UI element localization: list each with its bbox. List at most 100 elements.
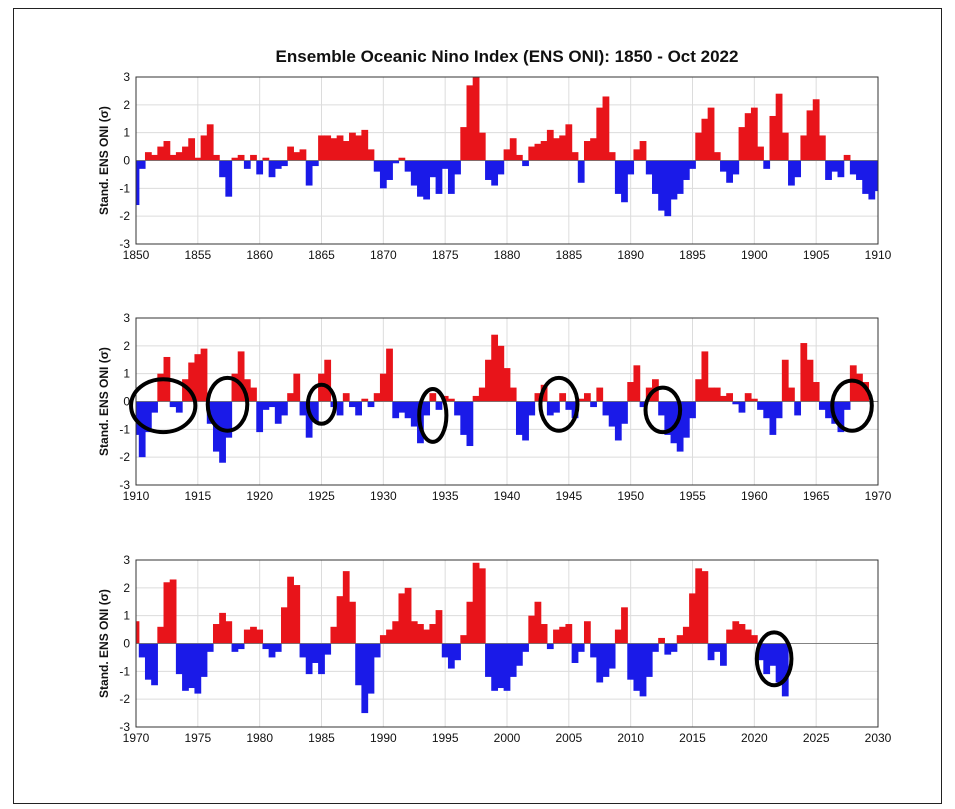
negative-bar bbox=[144, 401, 152, 433]
positive-bar bbox=[212, 624, 220, 644]
negative-bar bbox=[194, 643, 202, 694]
positive-bar bbox=[503, 149, 511, 161]
positive-bar bbox=[676, 635, 684, 644]
negative-bar bbox=[577, 160, 585, 183]
y-tick-label: -2 bbox=[119, 209, 130, 223]
positive-bar bbox=[744, 393, 752, 402]
positive-bar bbox=[256, 629, 264, 644]
positive-bar bbox=[695, 132, 703, 161]
positive-bar bbox=[509, 138, 517, 161]
negative-bar bbox=[175, 401, 183, 413]
negative-bar bbox=[305, 160, 313, 186]
positive-bar bbox=[349, 601, 356, 644]
x-tick-label: 1930 bbox=[370, 489, 397, 503]
negative-bar bbox=[175, 643, 183, 675]
positive-bar bbox=[559, 135, 567, 161]
negative-bar bbox=[460, 401, 468, 435]
x-tick-label: 1885 bbox=[555, 248, 582, 262]
highlight-ellipse bbox=[830, 378, 874, 433]
y-tick-label: 3 bbox=[123, 311, 130, 325]
positive-bar bbox=[621, 607, 628, 644]
positive-bar bbox=[726, 393, 733, 402]
x-tick-label: 1990 bbox=[370, 731, 397, 745]
positive-bar bbox=[744, 113, 752, 161]
positive-bar bbox=[200, 348, 208, 402]
positive-bar bbox=[262, 157, 270, 161]
negative-bar bbox=[670, 401, 678, 444]
negative-bar bbox=[614, 160, 622, 194]
positive-bar bbox=[151, 154, 158, 161]
positive-bar bbox=[429, 624, 437, 644]
positive-bar bbox=[318, 373, 325, 402]
negative-bar bbox=[825, 401, 832, 419]
x-tick-label: 2000 bbox=[494, 731, 521, 745]
positive-bar bbox=[250, 154, 257, 161]
negative-bar bbox=[268, 643, 276, 658]
positive-bar bbox=[330, 138, 338, 161]
x-tick-label: 2025 bbox=[803, 731, 830, 745]
negative-bar bbox=[769, 643, 777, 666]
positive-bar bbox=[182, 379, 189, 402]
positive-bar bbox=[843, 154, 851, 161]
positive-bar bbox=[157, 626, 165, 644]
positive-bar bbox=[577, 398, 585, 402]
x-tick-label: 1895 bbox=[679, 248, 706, 262]
x-tick-label: 1905 bbox=[803, 248, 830, 262]
x-tick-label: 1965 bbox=[803, 489, 830, 503]
positive-bar bbox=[571, 152, 579, 161]
highlight-ellipse bbox=[754, 630, 794, 688]
x-tick-label: 1910 bbox=[123, 489, 150, 503]
negative-bar bbox=[435, 160, 443, 194]
positive-bar bbox=[163, 582, 171, 644]
negative-bar bbox=[435, 401, 443, 410]
y-tick-label: -2 bbox=[119, 692, 130, 706]
negative-bar bbox=[311, 160, 319, 167]
positive-bar bbox=[392, 621, 400, 644]
positive-bar bbox=[472, 395, 480, 402]
positive-bar bbox=[361, 398, 369, 402]
y-tick-label: 0 bbox=[123, 154, 130, 168]
x-tick-label: 1910 bbox=[865, 248, 892, 262]
positive-bar bbox=[800, 135, 808, 161]
positive-bar bbox=[806, 359, 814, 402]
x-tick-label: 1890 bbox=[617, 248, 644, 262]
positive-bar bbox=[701, 118, 709, 161]
positive-bar bbox=[540, 624, 548, 644]
y-tick-label: -1 bbox=[119, 664, 130, 678]
positive-bar bbox=[293, 373, 301, 402]
positive-bar bbox=[596, 107, 604, 161]
x-tick-label: 1865 bbox=[308, 248, 335, 262]
x-tick-label: 1970 bbox=[865, 489, 892, 503]
negative-bar bbox=[454, 401, 461, 416]
positive-bar bbox=[398, 593, 406, 644]
highlight-ellipse bbox=[305, 382, 338, 426]
x-tick-label: 1970 bbox=[123, 731, 150, 745]
negative-bar bbox=[410, 160, 418, 186]
negative-bar bbox=[794, 160, 802, 178]
positive-bar bbox=[212, 154, 220, 161]
positive-bar bbox=[250, 387, 257, 402]
negative-bar bbox=[299, 401, 307, 416]
y-axis-label: Stand. ENS ONI (σ) bbox=[97, 589, 111, 698]
negative-bar bbox=[138, 401, 146, 458]
negative-bar bbox=[670, 643, 678, 652]
positive-bar bbox=[478, 387, 486, 402]
negative-bar bbox=[404, 160, 412, 172]
positive-bar bbox=[157, 373, 165, 402]
positive-bar bbox=[472, 562, 480, 644]
positive-bar bbox=[163, 141, 171, 161]
positive-bar bbox=[417, 624, 424, 644]
axes-box bbox=[135, 76, 879, 245]
positive-bar bbox=[237, 154, 245, 161]
negative-bar bbox=[299, 643, 307, 658]
x-tick-label: 1875 bbox=[432, 248, 459, 262]
negative-bar bbox=[608, 643, 616, 669]
positive-bar bbox=[188, 138, 196, 161]
positive-bar bbox=[169, 579, 177, 644]
negative-bar bbox=[491, 643, 499, 691]
positive-bar bbox=[738, 127, 746, 161]
positive-bar bbox=[194, 157, 202, 161]
negative-bar bbox=[670, 160, 678, 200]
positive-bar bbox=[750, 398, 758, 402]
